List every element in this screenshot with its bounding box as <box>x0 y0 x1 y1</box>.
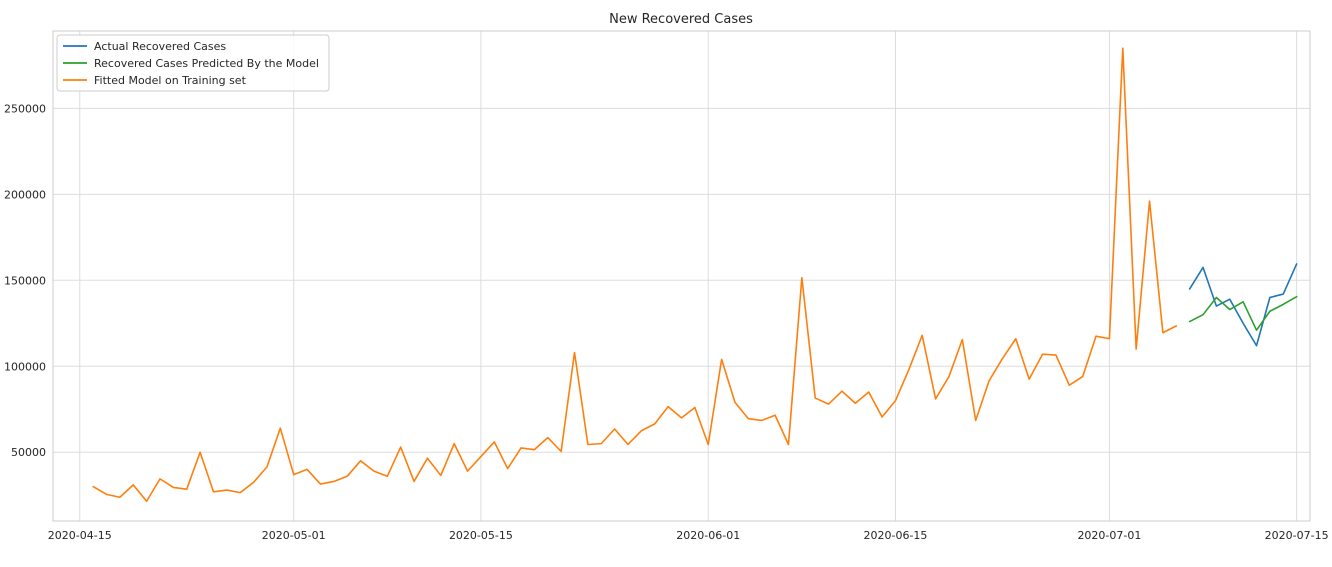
y-tick-label: 100000 <box>4 360 46 373</box>
chart-title: New Recovered Cases <box>609 12 753 27</box>
legend-label: Actual Recovered Cases <box>94 40 226 53</box>
x-tick-label: 2020-07-15 <box>1265 529 1329 542</box>
legend-label: Fitted Model on Training set <box>94 74 247 87</box>
legend-box <box>56 34 330 92</box>
y-tick-label: 250000 <box>4 102 46 115</box>
grid <box>53 31 1310 521</box>
y-tick-label: 200000 <box>4 188 46 201</box>
x-tick-label: 2020-04-15 <box>48 529 112 542</box>
x-tick-label: 2020-06-01 <box>676 529 740 542</box>
y-axis-ticks: 50000 100000 150000 200000 250000 <box>4 102 46 459</box>
legend-label: Recovered Cases Predicted By the Model <box>94 57 319 70</box>
legend: Actual Recovered Cases Recovered Cases Pr… <box>56 34 330 92</box>
x-tick-label: 2020-07-01 <box>1077 529 1141 542</box>
series-line-2 <box>92 47 1178 503</box>
x-tick-label: 2020-05-15 <box>449 529 513 542</box>
series-line-0 <box>1188 263 1298 347</box>
x-axis-ticks: 2020-04-15 2020-05-01 2020-05-15 2020-06-01… <box>48 529 1329 542</box>
x-tick-label: 2020-05-01 <box>262 529 326 542</box>
series-lines <box>92 47 1298 503</box>
y-tick-label: 50000 <box>11 446 46 459</box>
x-tick-label: 2020-06-15 <box>863 529 927 542</box>
plot-frame <box>52 30 1311 522</box>
series-line-1 <box>1188 295 1298 331</box>
y-tick-label: 150000 <box>4 274 46 287</box>
